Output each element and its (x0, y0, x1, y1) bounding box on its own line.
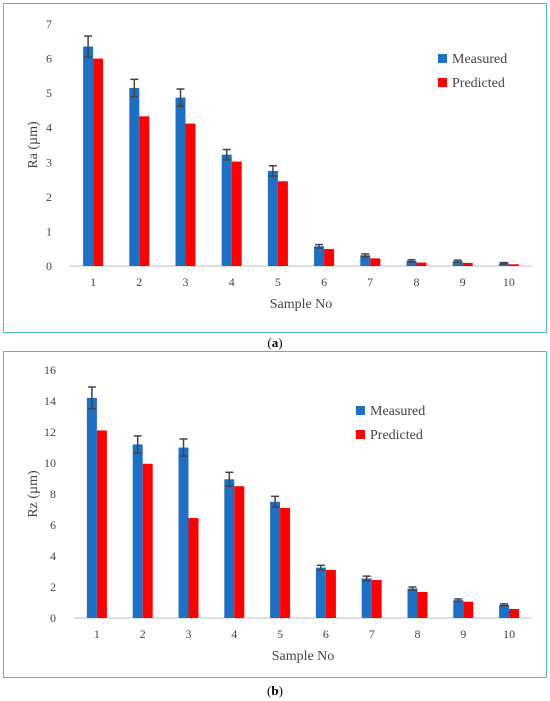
chart1-x-tick-label: 9 (460, 627, 466, 641)
chart1-x-tick-label: 3 (186, 627, 192, 641)
caption-b-label: b (271, 683, 279, 698)
chart0-y-axis-title: Ra (µm) (26, 121, 41, 169)
chart1-legend-label-measured: Measured (370, 404, 425, 419)
chart1-bar-measured (86, 397, 97, 618)
chart0-x-tick-label: 6 (321, 275, 327, 289)
chart0-y-tick-label: 4 (46, 121, 52, 135)
chart0-x-tick-label: 9 (460, 275, 466, 289)
chart0-bar-predicted (277, 181, 288, 266)
chart1-bar-predicted (280, 507, 291, 618)
chart1-legend-swatch-predicted (356, 430, 365, 439)
chart0-y-tick-label: 0 (46, 259, 52, 273)
chart1-x-axis-title: Sample No (272, 649, 335, 664)
chart0-bar-predicted (93, 58, 104, 267)
chart0-x-tick-label: 3 (183, 275, 189, 289)
chart0-bar-measured (129, 87, 140, 266)
chart0-bar-predicted (231, 161, 242, 266)
chart0-y-tick-label: 1 (46, 224, 52, 238)
chart0-bar-predicted (416, 262, 427, 266)
chart1-y-tick-label: 8 (50, 487, 56, 501)
chart0-bar-measured (267, 170, 278, 266)
chart1-bar-predicted (463, 601, 474, 618)
chart0-x-tick-label: 5 (275, 275, 281, 289)
chart0-bar-measured (314, 246, 325, 266)
chart1-y-tick-label: 6 (50, 518, 56, 532)
chart0-x-axis-title: Sample No (270, 297, 333, 312)
chart1-legend-label-predicted: Predicted (370, 428, 423, 443)
chart0-bar-measured (221, 154, 232, 266)
chart1-bar-measured (361, 578, 372, 618)
chart0-bar-measured (406, 260, 417, 266)
chart0-bar-measured (452, 261, 463, 266)
chart0-legend-label-predicted: Predicted (452, 76, 505, 91)
chart1-bar-measured (178, 447, 189, 618)
chart0-y-tick-label: 2 (46, 190, 52, 204)
chart1-x-tick-label: 7 (369, 627, 375, 641)
chart1-y-tick-label: 4 (50, 549, 56, 563)
chart1-legend-swatch-measured (356, 406, 365, 415)
chart0-legend-swatch-predicted (438, 78, 447, 87)
chart1-bar-measured (499, 604, 510, 618)
chart1-bar-measured (407, 588, 418, 618)
chart1-x-tick-label: 1 (94, 627, 100, 641)
caption-b: (b) (267, 683, 283, 698)
chart0-y-tick-label: 6 (46, 52, 52, 66)
chart1-bar-predicted (234, 486, 245, 618)
chart0-x-tick-label: 7 (367, 275, 373, 289)
chart1-y-tick-label: 10 (44, 456, 56, 470)
chart1-x-tick-label: 6 (323, 627, 329, 641)
chart1-bar-predicted (188, 518, 199, 618)
chart1-bar-measured (132, 444, 143, 618)
chart0-bar-predicted (324, 249, 335, 266)
chart1-bar-predicted (142, 463, 153, 618)
chart0-y-tick-label: 7 (46, 17, 52, 31)
chart1-y-tick-label: 2 (50, 580, 56, 594)
chart1-bar-predicted (96, 430, 107, 618)
chart1-bar-predicted (509, 609, 520, 618)
chart0-x-tick-label: 10 (503, 275, 515, 289)
chart-panel-b: 0 2 4 6 8 10 12 14 16 1 2 3 4 5 6 7 8 9 10 Sample No Rz (µm)… (3, 351, 547, 678)
chart0-bar-predicted (508, 264, 519, 266)
chart1-bar-measured (315, 567, 326, 618)
chart0-y-tick-label: 3 (46, 155, 52, 169)
chart0-x-tick-label: 1 (90, 275, 96, 289)
chart0-bar-predicted (462, 262, 473, 266)
chart0-bar-measured (175, 97, 186, 266)
chart1-bar-measured (270, 501, 281, 618)
chart1-x-tick-label: 8 (415, 627, 421, 641)
chart1-bar-predicted (325, 569, 336, 618)
chart-a-svg: 0 1 2 3 4 5 6 7 1 2 3 4 5 6 7 8 9 10 Sample No Ra (µm) Measu… (26, 17, 532, 312)
chart1-y-axis-title: Rz (µm) (26, 470, 41, 518)
caption-a-label: a (271, 335, 279, 350)
chart1-bar-measured (453, 600, 464, 618)
chart0-bar-predicted (370, 258, 381, 266)
chart0-x-tick-label: 4 (229, 275, 235, 289)
chart1-bar-measured (224, 479, 235, 618)
chart1-bar-predicted (417, 591, 428, 618)
chart0-bar-predicted (185, 123, 196, 267)
chart1-y-tick-label: 16 (44, 363, 56, 377)
chart0-bar-measured (360, 255, 371, 266)
chart1-y-tick-label: 14 (44, 394, 56, 408)
chart1-y-tick-label: 12 (44, 425, 56, 439)
chart1-x-tick-label: 10 (503, 627, 515, 641)
caption-a: (a) (267, 335, 283, 350)
chart1-x-tick-label: 2 (140, 627, 146, 641)
chart0-bar-measured (83, 46, 94, 266)
chart1-x-tick-label: 4 (231, 627, 237, 641)
chart0-legend-swatch-measured (438, 54, 447, 63)
chart1-bar-predicted (371, 580, 382, 618)
chart0-x-tick-label: 8 (414, 275, 420, 289)
chart1-x-tick-label: 5 (277, 627, 283, 641)
chart1-y-tick-label: 0 (50, 611, 56, 625)
chart0-legend-label-measured: Measured (452, 52, 507, 67)
chart-panel-a: 0 1 2 3 4 5 6 7 1 2 3 4 5 6 7 8 9 10 Sample No Ra (µm) Measu… (3, 3, 547, 333)
chart0-y-tick-label: 5 (46, 86, 52, 100)
chart0-bar-predicted (139, 116, 150, 266)
chart0-x-tick-label: 2 (136, 275, 142, 289)
